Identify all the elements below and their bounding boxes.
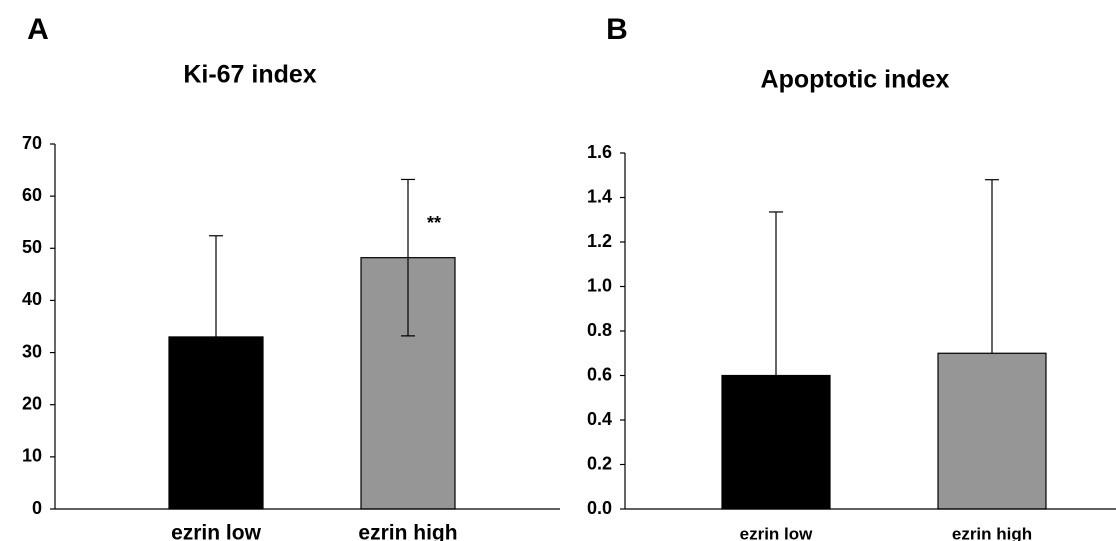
y-tick-label: 0.0 (587, 498, 612, 518)
y-tick-label: 60 (22, 185, 42, 205)
y-tick-label: 20 (22, 393, 42, 413)
chart-title: Ki-67 index (183, 61, 316, 89)
y-tick-label: 1.0 (587, 275, 612, 295)
y-tick-label: 0 (32, 498, 42, 518)
y-tick-label: 1.6 (587, 142, 612, 162)
category-label: ezrin low (740, 524, 814, 541)
y-tick-label: 1.2 (587, 231, 612, 251)
y-tick-label: 0.8 (587, 320, 612, 340)
y-tick-label: 70 (22, 133, 42, 153)
panel-label: A (27, 13, 49, 46)
y-tick-label: 40 (22, 289, 42, 309)
category-label: ezrin high (952, 524, 1032, 541)
chart-title: Apoptotic index (761, 66, 950, 94)
chart-panel-b: B Apoptotic index ezrin low ezrin high 0.0 0.… (587, 13, 1116, 541)
y-tick-label: 0.6 (587, 364, 612, 384)
y-tick-label: 50 (22, 237, 42, 257)
y-tick-label: 0.2 (587, 453, 612, 473)
category-label: ezrin low (171, 522, 262, 541)
y-tick-label: 10 (22, 446, 42, 466)
y-tick-label: 0.4 (587, 409, 612, 429)
bar (168, 336, 264, 510)
y-tick-label: 1.4 (587, 186, 612, 206)
panel-label: B (606, 13, 628, 46)
y-tick-label: 30 (22, 341, 42, 361)
bar (937, 352, 1047, 510)
bar (721, 374, 831, 510)
category-label: ezrin high (358, 522, 457, 541)
chart-panel-a: A Ki-67 index ezrin low ezrin high ** 0 10 20 30… (22, 13, 560, 541)
significance-marker: ** (427, 213, 441, 233)
